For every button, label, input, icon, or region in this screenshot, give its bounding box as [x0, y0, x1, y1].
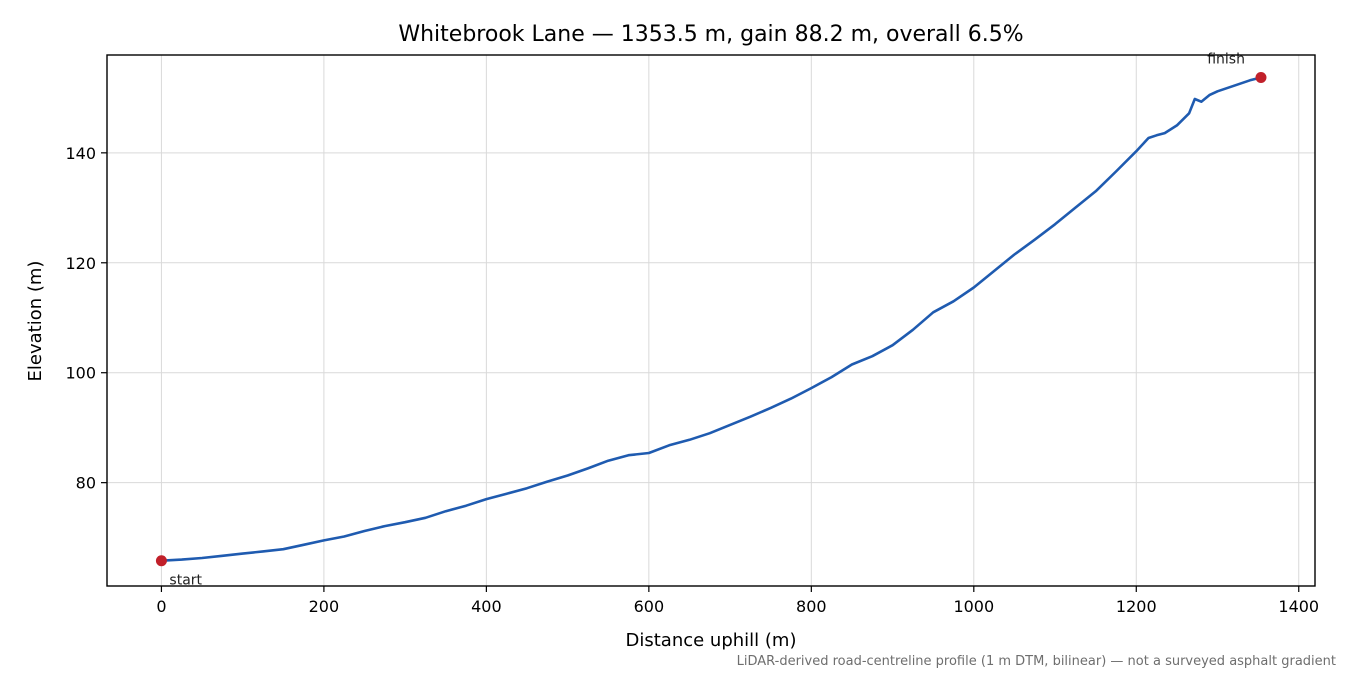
y-axis: 80 100 120 140 [65, 144, 107, 493]
x-axis-label: Distance uphill (m) [626, 630, 797, 651]
start-marker [155, 555, 167, 567]
marker-layer: start finish [155, 52, 1267, 589]
x-tick-label: 1200 [1116, 597, 1157, 616]
y-tick-label: 100 [65, 364, 96, 383]
plot-frame [106, 54, 1316, 587]
x-tick-label: 200 [309, 597, 340, 616]
finish-label: finish [1207, 52, 1245, 68]
series-layer [160, 76, 1263, 563]
footnote: LiDAR-derived road-centreline profile (1… [737, 654, 1336, 669]
x-tick-label: 0 [156, 597, 166, 616]
finish-marker [1255, 72, 1267, 84]
elevation-line [160, 76, 1263, 563]
chart-title: Whitebrook Lane — 1353.5 m, gain 88.2 m,… [398, 22, 1023, 47]
x-tick-label: 800 [796, 597, 827, 616]
y-tick-label: 120 [65, 254, 96, 273]
x-tick-label: 1400 [1278, 597, 1319, 616]
grid [107, 55, 1315, 586]
y-tick-label: 140 [65, 144, 96, 163]
x-axis: 0 200 400 600 800 1000 1200 1400 [156, 586, 1319, 616]
start-label: start [169, 573, 202, 589]
x-tick-label: 400 [471, 597, 502, 616]
y-tick-label: 80 [76, 474, 96, 493]
x-tick-label: 1000 [953, 597, 994, 616]
x-tick-label: 600 [634, 597, 665, 616]
y-axis-label: Elevation (m) [25, 261, 46, 382]
